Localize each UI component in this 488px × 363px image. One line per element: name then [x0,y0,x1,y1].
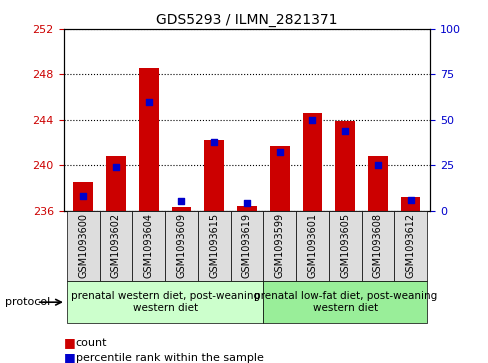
Text: GSM1093599: GSM1093599 [274,213,284,278]
Point [79,193,87,199]
Bar [400,197,420,211]
Text: GSM1093601: GSM1093601 [307,213,317,278]
Text: GSM1093605: GSM1093605 [340,213,349,278]
Bar [139,68,158,211]
Text: GSM1093612: GSM1093612 [405,213,415,278]
Point [210,139,218,144]
Point [406,197,414,203]
Point [275,150,283,155]
Bar [171,207,191,211]
Text: GSM1093602: GSM1093602 [111,213,121,278]
Bar [302,113,322,211]
Text: ■: ■ [63,337,75,350]
Point [243,200,250,206]
Text: prenatal low-fat diet, post-weaning
western diet: prenatal low-fat diet, post-weaning west… [253,291,436,313]
Text: GSM1093604: GSM1093604 [143,213,153,278]
Text: percentile rank within the sample: percentile rank within the sample [76,352,263,363]
Text: protocol: protocol [5,297,50,307]
Text: ■: ■ [63,351,75,363]
Bar [367,156,387,211]
Bar [73,182,93,211]
Bar [204,140,224,211]
Bar [335,121,354,211]
Bar [237,206,256,211]
Point [144,99,152,105]
Text: prenatal western diet, post-weaning
western diet: prenatal western diet, post-weaning west… [70,291,259,313]
Text: GSM1093600: GSM1093600 [78,213,88,278]
Text: GSM1093608: GSM1093608 [372,213,382,278]
Title: GDS5293 / ILMN_2821371: GDS5293 / ILMN_2821371 [156,13,337,26]
Point [341,128,348,134]
Text: GSM1093609: GSM1093609 [176,213,186,278]
Point [373,162,381,168]
Point [177,199,185,204]
Point [308,117,316,123]
Bar [106,156,125,211]
Bar [269,146,289,211]
Text: GSM1093619: GSM1093619 [242,213,251,278]
Point [112,164,120,170]
Text: count: count [76,338,107,348]
Text: GSM1093615: GSM1093615 [209,213,219,278]
